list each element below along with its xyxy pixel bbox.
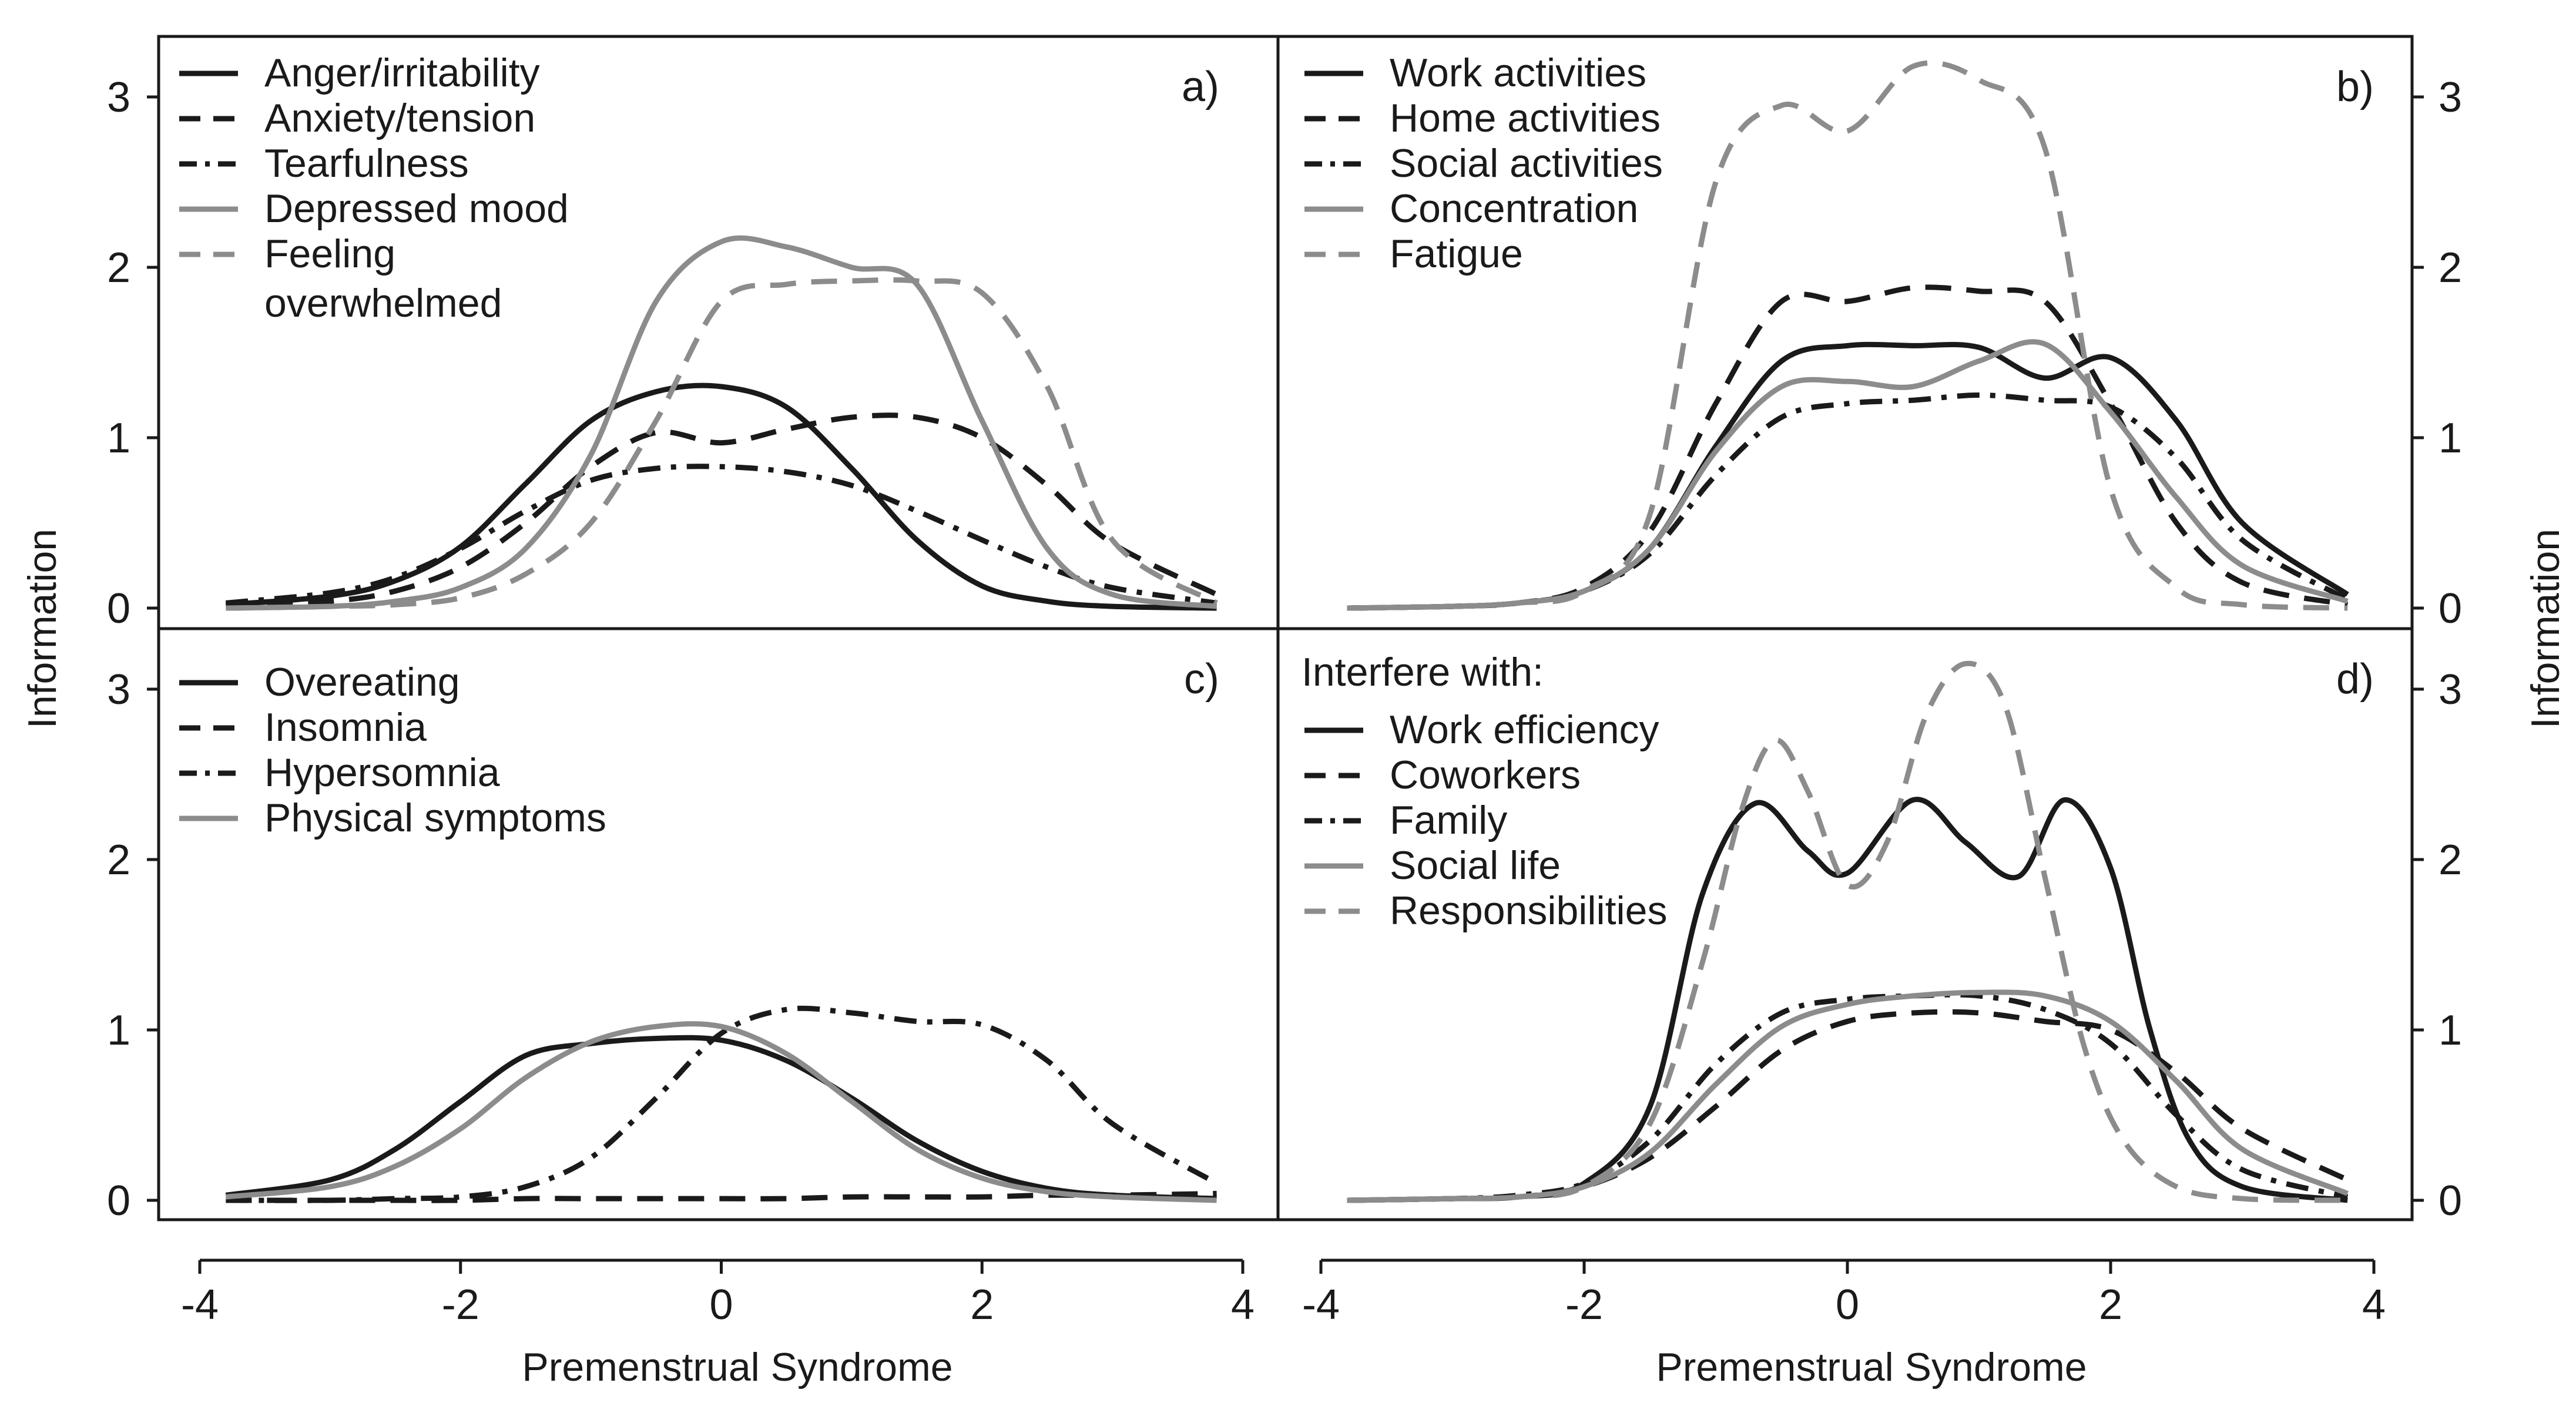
legend-label: Overeating xyxy=(264,660,460,704)
y-tick-label: 2 xyxy=(107,244,130,291)
x-tick-label: 4 xyxy=(2362,1281,2386,1328)
series-line-d-3 xyxy=(1347,992,2349,1203)
legend-entry-b-3: Social activities xyxy=(1304,141,1663,186)
legend-label: Work efficiency xyxy=(1390,707,1659,752)
panel-tag-c: c) xyxy=(1184,656,1219,703)
legend-entry-c-3: Hypersomnia xyxy=(179,750,500,795)
y-tick-label: 0 xyxy=(107,1177,130,1224)
legend-label: Work activities xyxy=(1390,51,1646,95)
panel-tag-a: a) xyxy=(1182,63,1219,110)
x-axis-title-right: Premenstrual Syndrome xyxy=(1656,1345,2087,1389)
series-line-a-5 xyxy=(226,277,1218,611)
panel-frame-d xyxy=(1276,627,2414,1221)
legends: Anger/irritabilityAnxiety/tensionTearful… xyxy=(179,51,1667,933)
series-line-a-1 xyxy=(226,382,1217,611)
x-tick-label: -2 xyxy=(1565,1281,1603,1328)
legend-entry-c-2: Insomnia xyxy=(179,705,427,750)
y-tick-label: 2 xyxy=(2439,837,2462,884)
y-tick-label: 1 xyxy=(2439,415,2462,462)
legend-label: Social activities xyxy=(1390,141,1663,186)
series-line-d-5 xyxy=(1347,660,2348,1203)
legend-label: Concentration xyxy=(1390,186,1638,231)
y-tick-label: 2 xyxy=(107,837,130,884)
series-line-b-4 xyxy=(1347,339,2349,611)
legend-label: Tearfulness xyxy=(264,141,469,186)
series-line-c-1 xyxy=(225,1035,1217,1201)
legend-label: Anxiety/tension xyxy=(264,96,535,140)
legend-entry-a-4: Depressed mood xyxy=(179,186,569,231)
x-tick-label: 0 xyxy=(709,1281,733,1328)
x-tick-label: 4 xyxy=(1231,1281,1255,1328)
legend-entry-d-2: Coworkers xyxy=(1304,753,1581,797)
legend-entry-b-2: Home activities xyxy=(1304,96,1661,140)
series-line-b-3 xyxy=(1347,392,2349,611)
series-line-b-5 xyxy=(1347,60,2348,611)
legend-entry-d-4: Social life xyxy=(1304,843,1561,888)
legend-label: Coworkers xyxy=(1390,753,1581,797)
legend-label: Family xyxy=(1390,798,1507,843)
legend-entry-a-1: Anger/irritability xyxy=(179,51,540,95)
legend-label: Social life xyxy=(1390,843,1561,888)
legend-label: Anger/irritability xyxy=(264,51,540,95)
y-tick-label: 0 xyxy=(2439,585,2462,632)
x-tick-label: 2 xyxy=(970,1281,994,1328)
series-line-a-3 xyxy=(225,464,1217,606)
y-tick-label: 3 xyxy=(107,74,130,121)
y-tick-label: 0 xyxy=(107,585,130,632)
legend-title: Interfere with: xyxy=(1302,650,1544,694)
x-tick-label: 0 xyxy=(1836,1281,1859,1328)
legend-label: Home activities xyxy=(1390,96,1661,140)
y-tick-label: 2 xyxy=(2439,244,2462,291)
legend-entry-d-3: Family xyxy=(1304,798,1507,843)
y-tick-label: 3 xyxy=(107,666,130,713)
legend-label: Depressed mood xyxy=(264,186,569,231)
legend-label: Hypersomnia xyxy=(264,750,500,795)
panel-tag-d: d) xyxy=(2336,656,2374,703)
y-tick-label: 0 xyxy=(2439,1177,2462,1224)
series-line-c-3 xyxy=(226,1005,1218,1203)
panel-tag-b: b) xyxy=(2336,63,2374,110)
legend-entry-d-5: Responsibilities xyxy=(1304,888,1667,933)
legend-entry-a-2: Anxiety/tension xyxy=(179,96,535,140)
legend-label: Responsibilities xyxy=(1390,888,1667,933)
legend-entry-a-5: Feeling overwhelmed xyxy=(179,231,502,325)
y-tick-label: 3 xyxy=(2439,74,2462,121)
y-tick-label: 1 xyxy=(2439,1007,2462,1054)
series-line-b-2 xyxy=(1347,284,2349,611)
series-line-a-4 xyxy=(226,235,1217,611)
x-axis-title-left: Premenstrual Syndrome xyxy=(522,1345,952,1389)
legend-entry-a-3: Tearfulness xyxy=(179,141,469,186)
y-axis-title-left: Information xyxy=(20,529,65,729)
x-tick-label: -4 xyxy=(1302,1281,1340,1328)
legend-label: Insomnia xyxy=(264,705,427,750)
legend-entry-b-1: Work activities xyxy=(1304,51,1646,95)
legend-entry-c-1: Overeating xyxy=(179,660,460,704)
legend-entry-c-4: Physical symptoms xyxy=(179,796,606,840)
legend-label: Fatigue xyxy=(1390,231,1523,276)
legend-label: Feeling overwhelmed xyxy=(264,231,502,325)
y-tick-label: 3 xyxy=(2439,666,2462,713)
x-tick-label: -4 xyxy=(181,1281,219,1328)
x-tick-label: -2 xyxy=(442,1281,479,1328)
legend-entry-b-4: Concentration xyxy=(1304,186,1638,231)
legend-label: Physical symptoms xyxy=(264,796,606,840)
legend-entry-d-1: Work efficiency xyxy=(1304,707,1659,752)
axis-ticks: 0 1 2 3 0 1 2 3 0 1 2 3 -4 -2 0 2 4 0 1 2 3 -4 -2 0 2 4 xyxy=(107,74,2462,1328)
y-tick-label: 1 xyxy=(107,415,130,462)
x-tick-label: 2 xyxy=(2099,1281,2122,1328)
series-lines xyxy=(225,60,2349,1203)
y-tick-label: 1 xyxy=(107,1007,130,1054)
y-axis-title-right: Information xyxy=(2523,529,2568,729)
series-line-c-4 xyxy=(225,1021,1217,1203)
series-line-a-2 xyxy=(226,412,1218,609)
legend-entry-b-5: Fatigue xyxy=(1304,231,1523,276)
series-line-c-2 xyxy=(226,1190,1217,1203)
